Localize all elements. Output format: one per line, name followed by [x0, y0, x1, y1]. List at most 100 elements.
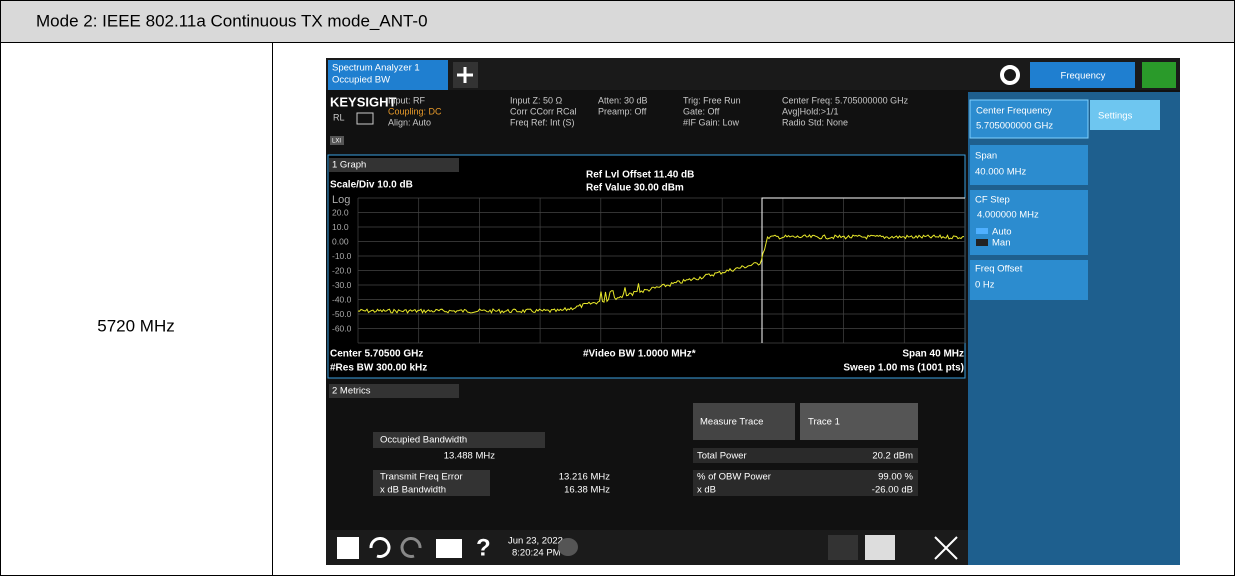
center-button[interactable] — [969, 99, 1089, 139]
offset-button[interactable] — [970, 260, 1088, 300]
tab-name: Spectrum Analyzer 1 — [332, 63, 420, 74]
status-text: Input: RF — [388, 95, 426, 105]
step-label: CF Step — [975, 195, 1010, 206]
trace-value: Trace 1 — [808, 417, 840, 428]
obw-bracket — [761, 197, 965, 343]
y-label: -20.0 — [332, 265, 352, 275]
settings: Settings — [1098, 111, 1133, 122]
touch-icon[interactable] — [865, 535, 895, 560]
offset-label: Freq Offset — [975, 264, 1023, 275]
trace-value-box[interactable] — [800, 403, 918, 440]
status-text: Atten: 30 dB — [598, 95, 648, 105]
taskbar — [326, 530, 968, 565]
span: Span 40 MHz — [902, 349, 964, 360]
time: 8:20:24 PM — [512, 548, 561, 559]
span-button[interactable] — [970, 145, 1088, 185]
auto: Auto — [992, 227, 1012, 238]
fullscreen-icon[interactable] — [934, 536, 958, 560]
windows-icon[interactable] — [337, 537, 359, 559]
auto-indicator — [976, 228, 988, 234]
plus-icon — [457, 67, 473, 83]
lxi: LXI — [332, 139, 341, 145]
ref-value: Ref Value 30.00 dBm — [586, 183, 684, 194]
tfe-value: 13.216 MHz — [559, 472, 610, 483]
menu-button[interactable] — [1030, 62, 1135, 88]
y-label: 10.0 — [332, 222, 349, 232]
man-indicator — [976, 239, 988, 246]
status-text: Coupling: DC — [388, 106, 442, 116]
span-label: Span — [975, 151, 997, 162]
status-text: Preamp: Off — [598, 106, 647, 116]
graph-name: 1 Graph — [332, 160, 366, 171]
y-label: -60.0 — [332, 323, 352, 333]
y-label: 20.0 — [332, 207, 349, 217]
graph-selector[interactable] — [329, 158, 459, 172]
status-text: Center Freq: 5.705000000 GHz — [782, 95, 909, 105]
metrics-name: 2 Metrics — [332, 386, 371, 397]
tab-measurement: Occupied BW — [332, 75, 390, 86]
brand: KEYSIGHT — [330, 94, 397, 109]
tab[interactable] — [328, 60, 448, 90]
chat-icon[interactable] — [558, 538, 578, 556]
status-text: Input Z: 50 Ω — [510, 95, 563, 105]
status-icon[interactable] — [1142, 62, 1176, 88]
xdb-bw-label: x dB Bandwidth — [380, 485, 446, 496]
sweep: Sweep 1.00 ms (1001 pts) — [843, 363, 964, 374]
gear-icon[interactable] — [1000, 65, 1020, 85]
header-row — [0, 0, 1235, 43]
trace — [357, 234, 965, 315]
pct-box — [693, 470, 918, 496]
menu-label: Frequency — [1061, 71, 1106, 82]
center-value: 5.705000000 GHz — [976, 121, 1053, 132]
status-text: #IF Gain: Low — [683, 117, 740, 127]
pct-value: 99.00 % — [878, 472, 913, 483]
center-label: Center Frequency — [976, 106, 1052, 117]
y-label: -30.0 — [332, 280, 352, 290]
lxi-box — [330, 136, 344, 145]
tfe-label: Transmit Freq Error — [380, 472, 463, 483]
xdb-value: -26.00 dB — [872, 485, 913, 496]
trace-label-box — [693, 403, 795, 440]
status-text: Align: Auto — [388, 117, 431, 127]
row-label: 5720 MHz — [97, 316, 174, 335]
offset-value: 0 Hz — [975, 280, 995, 291]
scale: Scale/Div 10.0 dB — [330, 180, 413, 191]
step-button[interactable] — [970, 190, 1088, 255]
date: Jun 23, 2022 — [508, 536, 563, 547]
y-label: 0.00 — [332, 236, 349, 246]
center: Center 5.70500 GHz — [330, 349, 423, 360]
status-text: Radio Std: None — [782, 117, 848, 127]
res-bw: #Res BW 300.00 kHz — [330, 363, 427, 374]
y-label: -10.0 — [332, 251, 352, 261]
power-box — [693, 448, 918, 463]
undo-icon[interactable] — [369, 537, 391, 558]
header-title: Mode 2: IEEE 802.11a Continuous TX mode_… — [36, 11, 428, 30]
status-text: Gate: Off — [683, 106, 720, 116]
obw-value: 13.488 MHz — [444, 451, 495, 462]
status-text: Corr CCorr RCal — [510, 106, 577, 116]
y-label: -50.0 — [332, 309, 352, 319]
msg-icon — [356, 112, 374, 125]
metrics-selector[interactable] — [329, 384, 459, 398]
help-icon[interactable]: ? — [476, 534, 491, 561]
keypad-icon[interactable] — [828, 535, 858, 560]
status-text: Freq Ref: Int (S) — [510, 117, 575, 127]
ref-offset: Ref Lvl Offset 11.40 dB — [586, 170, 694, 181]
pct-label: % of OBW Power — [697, 472, 771, 483]
redo-icon[interactable] — [400, 537, 422, 558]
obw-label: Occupied Bandwidth — [380, 435, 467, 446]
span-value: 40.000 MHz — [975, 167, 1026, 178]
folder-icon[interactable] — [436, 539, 462, 558]
settings-tab[interactable] — [1090, 100, 1160, 130]
obw-box — [373, 432, 545, 448]
rl: RL — [333, 112, 345, 122]
graph-window — [327, 154, 966, 379]
power-label: Total Power — [697, 451, 747, 462]
step-value: 4.000000 MHz — [977, 210, 1039, 221]
man: Man — [992, 238, 1010, 249]
y-label: -40.0 — [332, 294, 352, 304]
power-value: 20.2 dBm — [872, 451, 913, 462]
status-text: Trig: Free Run — [683, 95, 741, 105]
xdb-label: x dB — [697, 485, 716, 496]
